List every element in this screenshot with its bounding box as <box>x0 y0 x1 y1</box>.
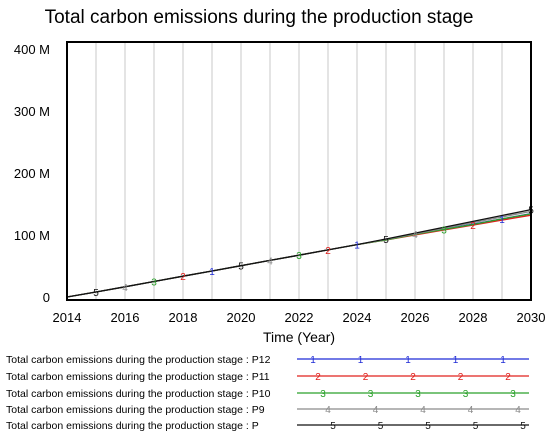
data-point-marker: 4 <box>267 256 273 267</box>
legend-marker: 1 <box>405 355 411 366</box>
legend-entry-label: Total carbon emissions during the produc… <box>6 388 271 400</box>
data-point-marker: 5 <box>238 262 244 273</box>
legend-marker: 2 <box>458 372 464 383</box>
legend-marker: 3 <box>510 389 516 400</box>
data-point-marker: 1 <box>209 267 215 278</box>
data-point-marker: 5 <box>383 235 389 246</box>
legend: Total carbon emissions during the produc… <box>6 354 529 432</box>
legend-marker: 5 <box>378 421 384 432</box>
legend-marker: 1 <box>453 355 459 366</box>
legend-entry-label: Total carbon emissions during the produc… <box>6 420 259 432</box>
y-tick-label: 0 <box>43 290 50 305</box>
data-point-marker: 3 <box>151 278 157 289</box>
data-point-marker: 3 <box>441 225 447 236</box>
legend-marker: 4 <box>420 405 426 416</box>
x-axis-ticks: 2014 2016 2018 2020 2022 2024 2026 2028 2030 <box>53 310 546 325</box>
x-tick-label: 2028 <box>459 310 488 325</box>
legend-marker: 5 <box>425 421 431 432</box>
data-point-marker: 1 <box>499 215 505 226</box>
x-tick-label: 2022 <box>285 310 314 325</box>
legend-marker: 4 <box>373 405 379 416</box>
legend-marker: 2 <box>410 372 416 383</box>
data-point-marker: 5 <box>93 288 99 299</box>
legend-marker: 3 <box>320 389 326 400</box>
grid <box>95 42 503 300</box>
legend-marker: 1 <box>310 355 316 366</box>
y-tick-label: 200 M <box>14 166 50 181</box>
legend-marker: 3 <box>415 389 421 400</box>
legend-entry-label: Total carbon emissions during the produc… <box>6 404 265 416</box>
data-point-marker: 2 <box>325 246 331 257</box>
y-tick-label: 100 M <box>14 228 50 243</box>
data-point-marker: 3 <box>296 251 302 262</box>
y-axis-ticks: 0 100 M 200 M 300 M 400 M <box>14 42 50 305</box>
data-point-marker: 2 <box>470 221 476 232</box>
series-lines <box>66 208 532 298</box>
legend-marker: 3 <box>368 389 374 400</box>
legend-marker: 5 <box>520 421 526 432</box>
legend-marker: 5 <box>330 421 336 432</box>
legend-marker: 2 <box>363 372 369 383</box>
x-tick-label: 2020 <box>227 310 256 325</box>
legend-marker: 3 <box>463 389 469 400</box>
y-tick-label: 300 M <box>14 104 50 119</box>
y-tick-label: 400 M <box>14 42 50 57</box>
legend-entry-label: Total carbon emissions during the produc… <box>6 371 270 383</box>
x-tick-label: 2014 <box>53 310 82 325</box>
data-point-marker: 1 <box>354 241 360 252</box>
x-tick-label: 2024 <box>343 310 372 325</box>
legend-marker: 5 <box>473 421 479 432</box>
chart-title: Total carbon emissions during the produc… <box>45 7 474 28</box>
x-tick-label: 2030 <box>517 310 546 325</box>
legend-marker: 1 <box>358 355 364 366</box>
legend-marker: 4 <box>468 405 474 416</box>
plot-frame <box>66 41 532 301</box>
legend-marker: 1 <box>500 355 506 366</box>
legend-marker: 2 <box>315 372 321 383</box>
legend-marker: 2 <box>505 372 511 383</box>
legend-entry-label: Total carbon emissions during the produc… <box>6 354 271 366</box>
data-point-marker: 4 <box>412 230 418 241</box>
legend-marker: 4 <box>325 405 331 416</box>
x-tick-label: 2026 <box>401 310 430 325</box>
data-point-marker: 2 <box>180 272 186 283</box>
x-axis-title: Time (Year) <box>263 329 335 345</box>
series-line-5 <box>66 208 532 298</box>
legend-marker: 4 <box>515 405 521 416</box>
data-point-marker: 4 <box>122 283 128 294</box>
x-tick-label: 2018 <box>169 310 198 325</box>
x-tick-label: 2016 <box>111 310 140 325</box>
